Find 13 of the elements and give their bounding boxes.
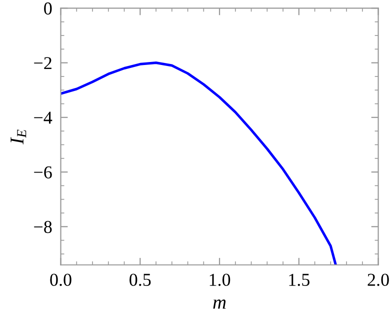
- x-tick-label: 0.5: [130, 274, 151, 286]
- x-tick-label: 1.5: [289, 274, 310, 286]
- line-series: [60, 62, 337, 265]
- y-tick-label: −8: [34, 220, 52, 234]
- x-tick-label: 0.0: [50, 274, 72, 286]
- x-tick-label: 1.0: [210, 274, 230, 286]
- x-axis-title: m: [213, 299, 226, 309]
- x-tick-label: 2.0: [368, 274, 389, 286]
- y-tick-label: −4: [34, 112, 52, 124]
- y-axis-title: I$_{E}$: [10, 130, 26, 144]
- y-tick-label: −2: [34, 57, 52, 70]
- y-tick-label: 0: [44, 2, 52, 15]
- y-tick-label: −6: [34, 166, 52, 178]
